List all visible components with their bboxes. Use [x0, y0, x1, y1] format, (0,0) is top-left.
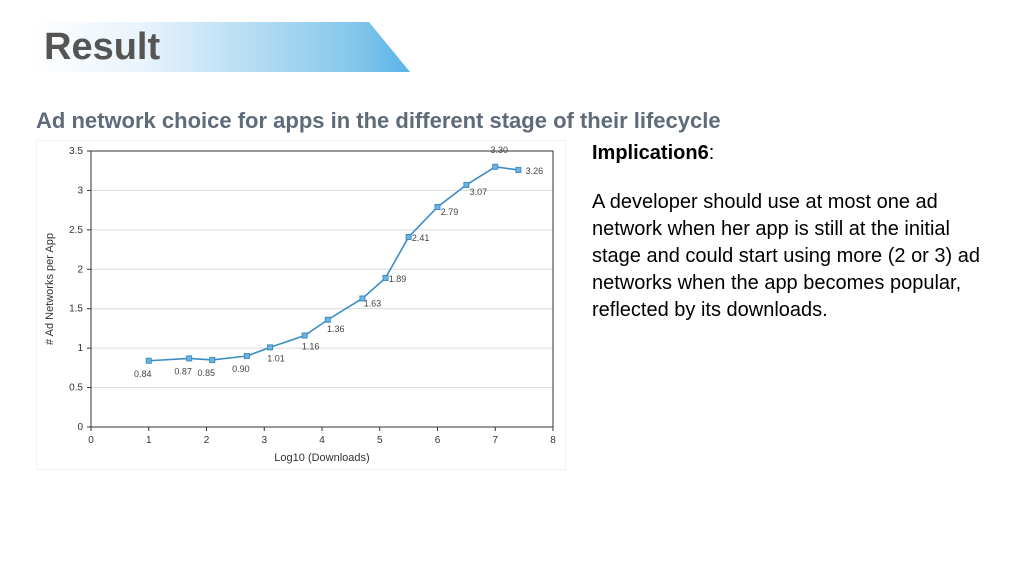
svg-text:1.5: 1.5	[69, 304, 83, 315]
svg-text:1.36: 1.36	[327, 324, 345, 334]
svg-text:1.89: 1.89	[389, 274, 407, 284]
svg-text:Log10 (Downloads): Log10 (Downloads)	[274, 452, 369, 464]
chart-svg: 0 0.5 1 1.5 2 2.5 3 3.5 0 1 2 3 4 5 6 7 8 Log10 (Download…	[37, 141, 567, 471]
svg-text:2.41: 2.41	[412, 233, 430, 243]
svg-text:5: 5	[377, 435, 383, 446]
content-row: 0 0.5 1 1.5 2 2.5 3 3.5 0 1 2 3 4 5 6 7 8 Log10 (Download…	[36, 140, 982, 470]
svg-text:0.87: 0.87	[174, 366, 192, 376]
svg-text:# Ad Networks per App: # Ad Networks per App	[44, 233, 56, 345]
svg-text:3: 3	[261, 435, 267, 446]
header-banner: Result	[0, 22, 410, 72]
svg-text:1.63: 1.63	[364, 298, 382, 308]
svg-text:2: 2	[204, 435, 210, 446]
implication-block: Implication6: A developer should use at …	[592, 140, 982, 324]
svg-text:8: 8	[550, 435, 556, 446]
svg-text:3.30: 3.30	[490, 145, 508, 155]
svg-text:0: 0	[88, 435, 94, 446]
implication-body: A developer should use at most one ad ne…	[592, 189, 982, 324]
svg-text:1: 1	[77, 343, 83, 354]
svg-text:4: 4	[319, 435, 325, 446]
svg-text:3.26: 3.26	[526, 166, 544, 176]
svg-text:2.79: 2.79	[441, 207, 459, 217]
svg-text:0.90: 0.90	[232, 364, 250, 374]
svg-text:1.01: 1.01	[267, 353, 285, 363]
svg-text:3.07: 3.07	[470, 187, 488, 197]
svg-text:3: 3	[77, 185, 83, 196]
page-title: Result	[0, 26, 160, 69]
svg-text:6: 6	[435, 435, 441, 446]
svg-text:0.85: 0.85	[198, 368, 216, 378]
svg-text:0.84: 0.84	[134, 369, 152, 379]
svg-text:3.5: 3.5	[69, 146, 83, 157]
svg-text:7: 7	[492, 435, 498, 446]
implication-colon: :	[709, 142, 715, 164]
lifecycle-chart: 0 0.5 1 1.5 2 2.5 3 3.5 0 1 2 3 4 5 6 7 8 Log10 (Download…	[36, 140, 566, 470]
svg-text:1: 1	[146, 435, 152, 446]
svg-text:0: 0	[77, 422, 83, 433]
svg-text:0.5: 0.5	[69, 383, 83, 394]
svg-text:1.16: 1.16	[302, 342, 320, 352]
svg-text:2: 2	[77, 264, 83, 275]
implication-title: Implication6	[592, 142, 709, 164]
section-subtitle: Ad network choice for apps in the differ…	[36, 108, 721, 134]
svg-text:2.5: 2.5	[69, 225, 83, 236]
